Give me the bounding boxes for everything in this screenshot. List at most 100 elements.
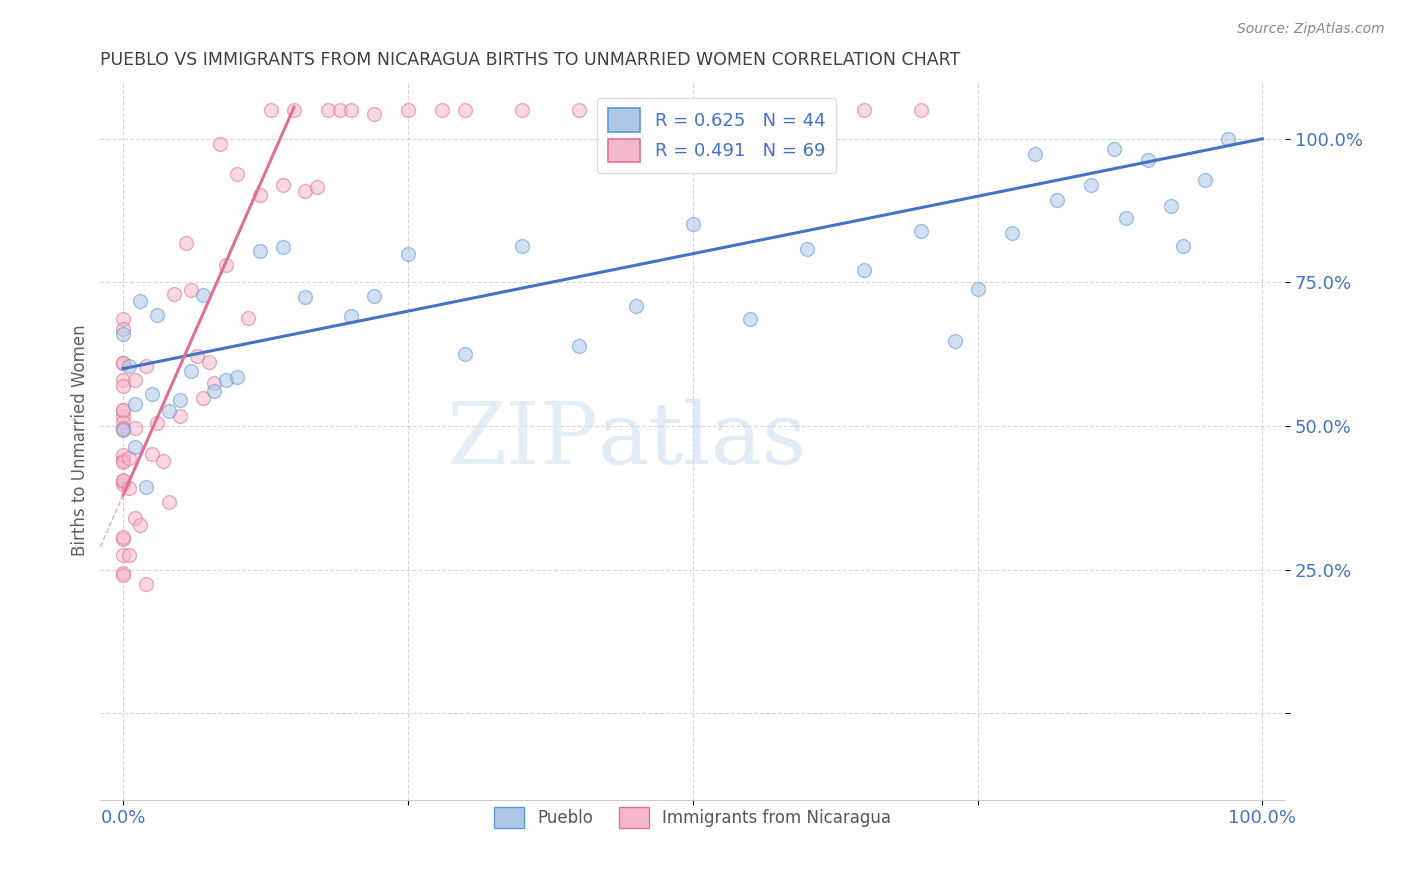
Point: [135, 577, 157, 591]
Point: [135, 359, 157, 373]
Point: [238, 311, 260, 326]
Point: [112, 311, 135, 326]
Point: [112, 474, 135, 488]
Point: [152, 454, 174, 468]
Point: [796, 103, 818, 117]
Point: [568, 103, 591, 117]
Point: [249, 244, 271, 259]
Point: [966, 282, 988, 296]
Point: [624, 299, 647, 313]
Point: [146, 308, 169, 322]
Point: [1104, 142, 1126, 156]
Point: [118, 359, 141, 373]
Point: [112, 402, 135, 417]
Point: [112, 532, 135, 546]
Text: PUEBLO VS IMMIGRANTS FROM NICARAGUA BIRTHS TO UNMARRIED WOMEN CORRELATION CHART: PUEBLO VS IMMIGRANTS FROM NICARAGUA BIRT…: [100, 51, 960, 69]
Point: [294, 290, 316, 304]
Point: [202, 384, 225, 398]
Point: [112, 530, 135, 544]
Point: [1137, 153, 1160, 168]
Point: [454, 103, 477, 117]
Point: [112, 415, 135, 429]
Text: Source: ZipAtlas.com: Source: ZipAtlas.com: [1237, 22, 1385, 37]
Point: [283, 103, 305, 117]
Point: [682, 103, 704, 117]
Point: [169, 409, 191, 423]
Point: [454, 347, 477, 361]
Y-axis label: Births to Unmarried Women: Births to Unmarried Women: [72, 325, 89, 557]
Point: [738, 312, 761, 326]
Point: [215, 373, 238, 387]
Point: [1080, 178, 1102, 192]
Point: [208, 137, 231, 152]
Point: [129, 517, 152, 532]
Point: [249, 188, 271, 202]
Point: [180, 283, 202, 297]
Point: [112, 356, 135, 370]
Point: [510, 238, 533, 252]
Point: [396, 103, 419, 117]
Point: [186, 349, 208, 363]
Point: [169, 392, 191, 407]
Point: [180, 364, 202, 378]
Point: [112, 322, 135, 336]
Point: [112, 448, 135, 462]
Point: [112, 421, 135, 435]
Point: [682, 217, 704, 231]
Point: [118, 548, 141, 562]
Point: [305, 179, 328, 194]
Point: [112, 327, 135, 342]
Point: [157, 403, 180, 417]
Point: [124, 421, 146, 435]
Point: [260, 103, 283, 117]
Point: [141, 447, 163, 461]
Point: [124, 397, 146, 411]
Point: [112, 355, 135, 369]
Point: [1024, 146, 1046, 161]
Point: [112, 422, 135, 436]
Point: [112, 455, 135, 469]
Point: [112, 548, 135, 562]
Point: [112, 409, 135, 423]
Point: [1171, 239, 1194, 253]
Point: [340, 103, 363, 117]
Point: [316, 103, 339, 117]
Point: [157, 495, 180, 509]
Point: [129, 293, 152, 308]
Point: [112, 423, 135, 437]
Point: [146, 417, 169, 431]
Point: [943, 334, 966, 348]
Point: [271, 240, 294, 254]
Point: [202, 376, 225, 391]
Point: [112, 568, 135, 582]
Point: [197, 354, 219, 368]
Point: [329, 103, 352, 117]
Point: [1160, 199, 1182, 213]
Point: [271, 178, 294, 192]
Point: [363, 288, 385, 302]
Point: [191, 288, 214, 302]
Point: [191, 391, 214, 405]
Point: [852, 263, 875, 277]
Point: [1218, 132, 1240, 146]
Point: [624, 103, 647, 117]
Point: [1115, 211, 1137, 226]
Point: [124, 440, 146, 454]
Point: [174, 235, 197, 250]
Point: [294, 184, 316, 198]
Point: [163, 286, 186, 301]
Point: [118, 481, 141, 495]
Point: [1046, 193, 1069, 207]
Text: atlas: atlas: [598, 399, 807, 482]
Point: [124, 373, 146, 387]
Point: [738, 103, 761, 117]
Point: [112, 379, 135, 393]
Point: [135, 480, 157, 494]
Point: [1194, 173, 1216, 187]
Point: [112, 402, 135, 417]
Point: [852, 103, 875, 117]
Point: [910, 103, 932, 117]
Point: [112, 373, 135, 387]
Legend: Pueblo, Immigrants from Nicaragua: Pueblo, Immigrants from Nicaragua: [488, 801, 897, 834]
Point: [141, 387, 163, 401]
